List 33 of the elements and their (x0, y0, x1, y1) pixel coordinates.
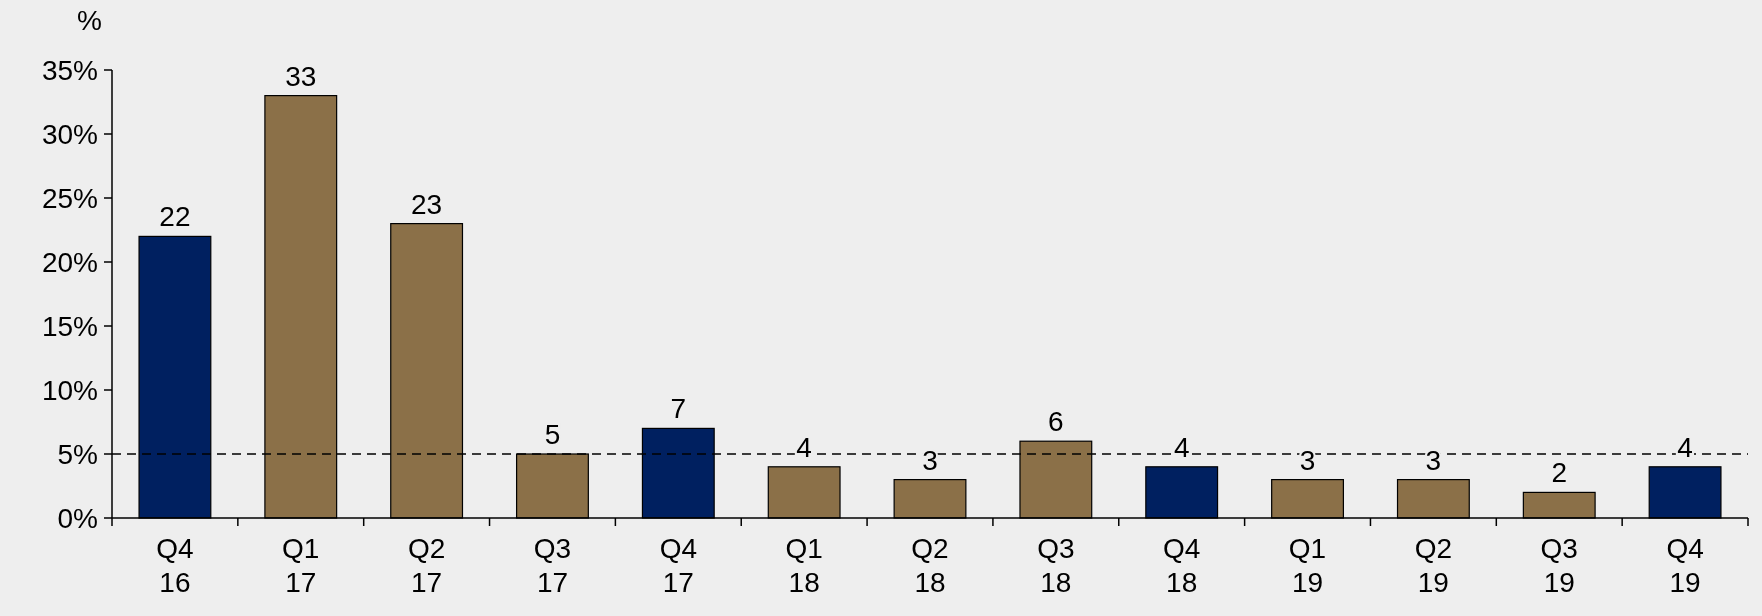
y-tick-label: 20% (41, 246, 98, 278)
y-tick-label: 0% (57, 502, 98, 534)
x-tick-label: Q3 19 (1540, 533, 1578, 598)
x-tick-label: Q2 19 (1414, 533, 1453, 598)
data-label: 6 (1048, 406, 1064, 438)
data-label: 2 (1551, 457, 1568, 489)
x-tick-label: Q2 18 (911, 533, 949, 598)
data-label: 22 (159, 201, 191, 233)
x-tick-label: Q1 19 (1288, 533, 1327, 598)
y-axis-title: % (77, 5, 102, 36)
data-label: 23 (411, 188, 443, 220)
data-label: 4 (1677, 431, 1693, 463)
x-tick-label: Q2 17 (407, 533, 446, 598)
x-tick-label: Q3 17 (533, 533, 572, 598)
y-tick-label: 10% (41, 374, 98, 406)
x-tick-label: Q3 18 (1037, 533, 1075, 598)
data-label: 33 (285, 60, 317, 92)
x-tick-label: Q4 16 (156, 533, 194, 598)
y-tick-label: 25% (41, 182, 98, 214)
data-label: 3 (1425, 444, 1442, 476)
x-tick-label: Q4 17 (659, 533, 697, 598)
y-tick-label: 5% (57, 438, 98, 470)
x-tick-label: Q1 18 (785, 533, 823, 598)
y-tick-label: 35% (41, 54, 98, 86)
x-tick-label: Q4 19 (1666, 533, 1704, 598)
x-tick-label: Q4 18 (1163, 533, 1201, 598)
x-tick-label: Q1 17 (282, 533, 320, 598)
data-label: 7 (670, 393, 687, 425)
data-label: 3 (1299, 444, 1316, 476)
y-tick-label: 30% (41, 118, 98, 150)
y-tick-label: 15% (41, 310, 98, 342)
data-label: 5 (544, 419, 561, 450)
data-label: 3 (922, 444, 938, 476)
